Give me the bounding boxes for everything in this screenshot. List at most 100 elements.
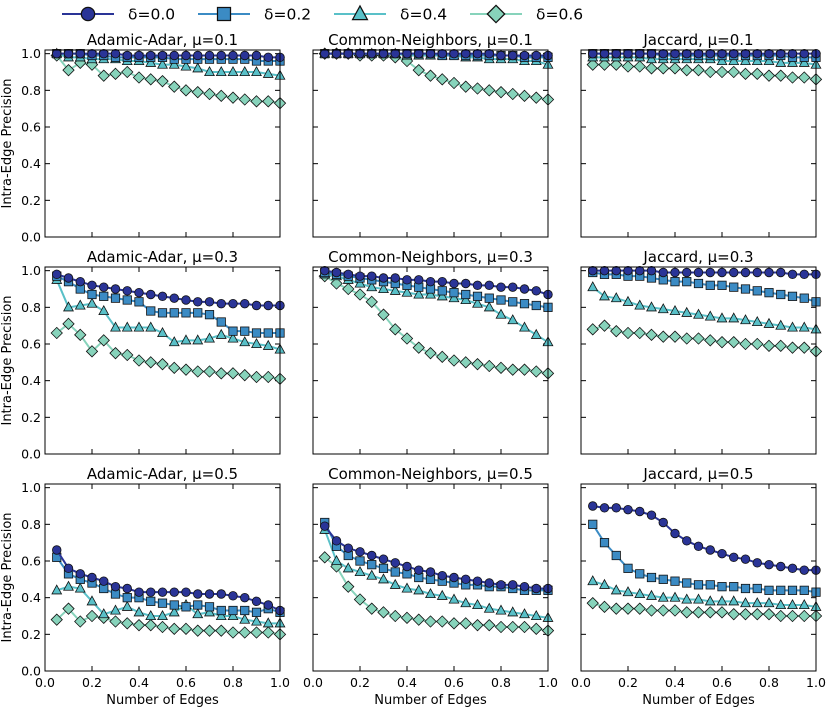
data-point-triangle bbox=[239, 336, 251, 347]
data-point-diamond bbox=[494, 361, 508, 374]
data-point-circle bbox=[87, 280, 97, 291]
data-point-square bbox=[484, 293, 494, 303]
data-point-diamond bbox=[586, 58, 599, 71]
data-point-circle bbox=[425, 48, 436, 59]
data-point-triangle bbox=[495, 604, 507, 615]
data-point-circle bbox=[355, 547, 365, 557]
legend-label: δ=0.4 bbox=[400, 6, 447, 24]
data-point-triangle bbox=[622, 586, 634, 597]
data-point-diamond bbox=[400, 611, 414, 624]
data-point-diamond bbox=[203, 365, 216, 378]
data-point-circle bbox=[240, 50, 250, 61]
data-point-diamond bbox=[471, 358, 484, 371]
data-point-triangle bbox=[157, 326, 168, 338]
data-point-triangle bbox=[483, 301, 495, 312]
y-tick-label: 0.8 bbox=[21, 517, 41, 532]
data-point-diamond bbox=[633, 602, 646, 615]
data-point-circle bbox=[740, 48, 751, 59]
data-point-diamond bbox=[353, 593, 367, 606]
data-point-circle bbox=[611, 48, 621, 59]
data-point-triangle bbox=[401, 286, 413, 297]
data-point-square bbox=[752, 286, 762, 296]
data-point-diamond bbox=[483, 359, 496, 373]
data-point-triangle bbox=[728, 54, 740, 65]
data-point-diamond bbox=[436, 73, 449, 86]
data-point-triangle bbox=[472, 297, 483, 308]
data-point-triangle bbox=[775, 598, 787, 609]
data-point-triangle bbox=[168, 58, 180, 69]
y-tick-label: 0.0 bbox=[21, 664, 41, 679]
chart-panel: Common-Neighbors, μ=0.1 bbox=[312, 31, 555, 238]
data-point-triangle bbox=[751, 315, 763, 327]
data-point-circle bbox=[240, 592, 250, 603]
data-point-circle bbox=[705, 545, 715, 555]
data-point-diamond bbox=[727, 608, 740, 621]
data-point-circle bbox=[740, 267, 751, 278]
data-point-triangle bbox=[251, 337, 262, 349]
data-point-circle bbox=[740, 554, 751, 564]
data-point-triangle bbox=[681, 593, 693, 604]
data-point-diamond bbox=[191, 624, 204, 637]
data-point-triangle bbox=[519, 608, 530, 619]
data-point-circle bbox=[378, 48, 389, 59]
data-point-circle bbox=[717, 267, 727, 278]
data-point-triangle bbox=[483, 602, 495, 613]
data-point-diamond bbox=[424, 69, 437, 82]
data-point-circle bbox=[263, 52, 273, 63]
data-point-square bbox=[717, 280, 727, 290]
data-point-diamond bbox=[121, 348, 134, 362]
data-point-triangle bbox=[63, 580, 74, 591]
panel-frame bbox=[44, 483, 281, 672]
data-point-triangle bbox=[74, 582, 86, 593]
data-point-triangle bbox=[787, 56, 798, 67]
data-point-diamond bbox=[762, 608, 776, 621]
data-point-circle bbox=[670, 48, 680, 59]
data-point-circle bbox=[635, 265, 645, 276]
x-tick-label: 0.0 bbox=[35, 675, 55, 690]
data-point-square bbox=[251, 607, 262, 617]
data-point-circle bbox=[263, 600, 273, 610]
data-point-diamond bbox=[598, 319, 611, 332]
data-point-triangle bbox=[366, 281, 378, 292]
data-point-circle bbox=[717, 548, 727, 559]
data-point-circle bbox=[355, 271, 365, 281]
data-point-triangle bbox=[530, 328, 542, 339]
data-point-triangle bbox=[646, 301, 657, 312]
data-point-triangle bbox=[227, 609, 239, 620]
data-point-diamond bbox=[621, 326, 635, 340]
x-tick-label: 0.2 bbox=[82, 675, 102, 690]
data-point-circle bbox=[519, 581, 530, 592]
data-point-circle bbox=[635, 506, 645, 517]
data-point-square bbox=[508, 297, 518, 307]
data-point-circle bbox=[110, 284, 121, 294]
data-point-circle bbox=[764, 267, 774, 278]
data-point-square bbox=[367, 560, 377, 570]
data-point-triangle bbox=[669, 591, 681, 602]
data-point-circle bbox=[519, 50, 530, 61]
data-point-circle bbox=[799, 48, 809, 59]
data-point-diamond bbox=[215, 89, 228, 102]
data-point-diamond bbox=[447, 76, 461, 90]
data-point-circle bbox=[52, 48, 62, 59]
data-point-diamond bbox=[727, 65, 740, 79]
data-point-square bbox=[228, 326, 238, 336]
data-point-circle bbox=[623, 265, 633, 276]
data-point-circle bbox=[378, 273, 389, 283]
data-point-triangle bbox=[215, 65, 227, 76]
panel-frame bbox=[312, 266, 549, 455]
panels-grid: Adamic-Adar, μ=0.1 0.0 0.2 0.4 0.6 0.8 1.0 Intr… bbox=[0, 31, 826, 708]
data-point-diamond bbox=[238, 626, 251, 639]
y-tick-label: 1.0 bbox=[21, 263, 41, 278]
data-point-diamond bbox=[668, 62, 682, 75]
data-point-triangle bbox=[192, 334, 204, 345]
data-point-circle bbox=[157, 291, 168, 302]
data-point-diamond bbox=[447, 617, 461, 630]
data-point-square bbox=[658, 574, 668, 584]
x-tick-label: 0.8 bbox=[491, 675, 511, 690]
data-point-circle bbox=[588, 265, 598, 276]
data-point-circle bbox=[437, 276, 447, 287]
data-point-diamond bbox=[786, 71, 799, 84]
y-tick-label: 0.6 bbox=[21, 337, 41, 352]
data-point-triangle bbox=[763, 597, 775, 608]
